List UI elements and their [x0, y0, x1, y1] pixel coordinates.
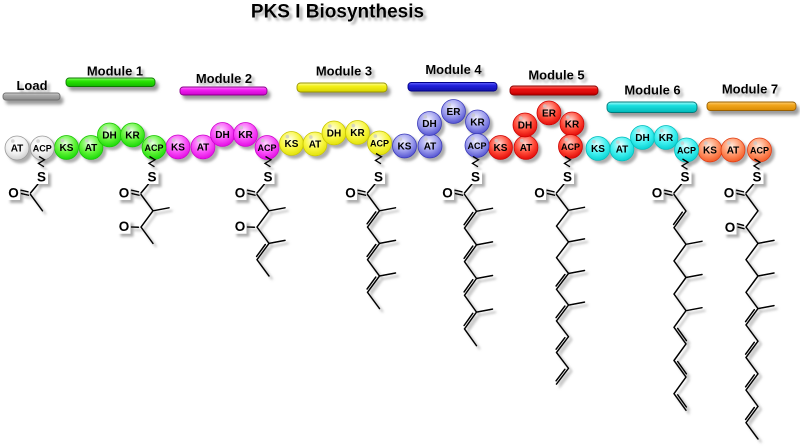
svg-text:DH: DH — [215, 130, 229, 141]
svg-text:ACP: ACP — [750, 146, 769, 156]
svg-text:Module 7: Module 7 — [722, 82, 778, 97]
svg-text:O: O — [235, 219, 246, 234]
svg-text:AT: AT — [85, 143, 98, 154]
svg-text:KR: KR — [565, 120, 580, 131]
svg-text:ACP: ACP — [677, 146, 696, 156]
svg-text:KS: KS — [171, 143, 185, 154]
svg-text:ER: ER — [542, 109, 557, 120]
svg-text:S: S — [752, 170, 761, 185]
svg-text:ER: ER — [447, 107, 462, 118]
svg-text:O: O — [652, 186, 663, 201]
svg-text:Module 4: Module 4 — [425, 62, 482, 77]
svg-text:O: O — [724, 186, 735, 201]
svg-text:KS: KS — [398, 142, 412, 153]
svg-text:DH: DH — [422, 119, 436, 130]
svg-text:O: O — [235, 186, 246, 201]
svg-text:KR: KR — [125, 131, 140, 142]
svg-text:O: O — [345, 186, 356, 201]
svg-text:S: S — [263, 170, 272, 185]
svg-text:ACP: ACP — [257, 143, 276, 153]
svg-text:S: S — [374, 170, 383, 185]
svg-text:ACP: ACP — [144, 143, 163, 153]
svg-text:ACP: ACP — [467, 141, 486, 151]
svg-text:KS: KS — [60, 143, 74, 154]
svg-text:O: O — [8, 186, 19, 201]
svg-text:ACP: ACP — [33, 144, 52, 154]
svg-text:DH: DH — [102, 131, 116, 142]
svg-text:S: S — [37, 170, 46, 185]
svg-text:O: O — [119, 219, 130, 234]
svg-text:AT: AT — [424, 142, 437, 153]
svg-text:DH: DH — [635, 133, 649, 144]
svg-text:Module 1: Module 1 — [87, 64, 143, 79]
svg-text:KS: KS — [591, 144, 605, 155]
svg-text:S: S — [471, 170, 480, 185]
svg-text:ACP: ACP — [561, 142, 580, 152]
svg-text:AT: AT — [11, 144, 24, 155]
svg-text:Load: Load — [16, 78, 47, 93]
svg-text:S: S — [680, 170, 689, 185]
svg-text:AT: AT — [197, 143, 210, 154]
svg-text:KR: KR — [238, 130, 253, 141]
svg-text:AT: AT — [520, 143, 533, 154]
svg-text:KR: KR — [659, 133, 674, 144]
svg-text:S: S — [563, 170, 572, 185]
svg-text:PKS I Biosynthesis: PKS I Biosynthesis — [251, 2, 424, 23]
svg-text:KS: KS — [285, 139, 299, 150]
svg-text:Module 5: Module 5 — [528, 68, 584, 83]
svg-text:KR: KR — [350, 128, 365, 139]
svg-text:Module 2: Module 2 — [196, 71, 252, 86]
svg-text:KS: KS — [494, 143, 508, 154]
svg-text:O: O — [442, 186, 453, 201]
svg-text:O: O — [725, 220, 736, 235]
svg-text:AT: AT — [309, 140, 322, 151]
svg-text:DH: DH — [327, 129, 341, 140]
svg-text:Module 3: Module 3 — [316, 64, 372, 79]
svg-text:DH: DH — [518, 121, 532, 132]
svg-text:O: O — [119, 186, 130, 201]
svg-text:ACP: ACP — [370, 139, 389, 149]
svg-text:S: S — [147, 170, 156, 185]
svg-text:AT: AT — [727, 146, 740, 157]
svg-text:AT: AT — [616, 145, 629, 156]
svg-text:Module 6: Module 6 — [624, 83, 680, 98]
svg-text:O: O — [534, 186, 545, 201]
svg-text:KS: KS — [703, 146, 717, 157]
svg-text:KR: KR — [470, 118, 485, 129]
